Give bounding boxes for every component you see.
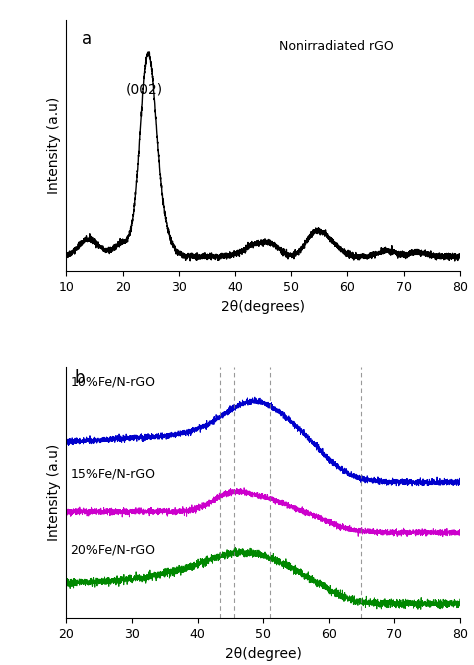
- Text: a: a: [82, 30, 92, 48]
- X-axis label: 2θ(degree): 2θ(degree): [225, 647, 301, 661]
- X-axis label: 2θ(degrees): 2θ(degrees): [221, 300, 305, 314]
- Text: 20%Fe/N-rGO: 20%Fe/N-rGO: [70, 543, 155, 556]
- Text: 15%Fe/N-rGO: 15%Fe/N-rGO: [70, 467, 155, 481]
- Y-axis label: Intensity (a.u): Intensity (a.u): [47, 444, 61, 541]
- Text: 10%Fe/N-rGO: 10%Fe/N-rGO: [70, 376, 155, 389]
- Text: Nonirradiated rGO: Nonirradiated rGO: [279, 40, 393, 53]
- Y-axis label: Intensity (a.u): Intensity (a.u): [47, 97, 61, 194]
- Text: b: b: [74, 370, 85, 388]
- Text: (002): (002): [125, 83, 163, 97]
